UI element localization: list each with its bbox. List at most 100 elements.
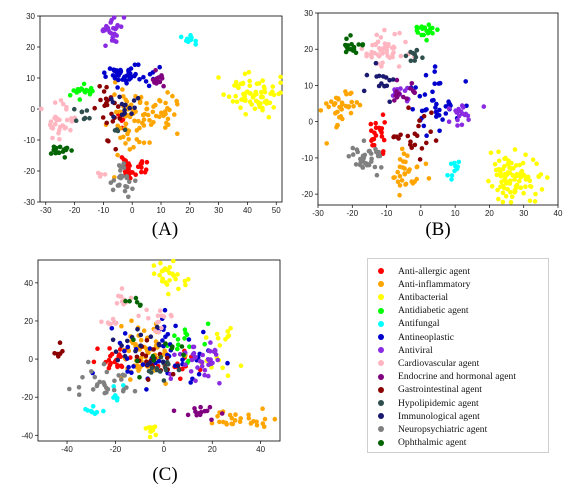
- data-point: [194, 412, 199, 418]
- data-point: [171, 258, 176, 264]
- data-point: [116, 293, 121, 299]
- data-point: [115, 364, 120, 370]
- data-point: [136, 313, 141, 319]
- data-point: [161, 378, 167, 383]
- legend-item: Anti-inflammatory: [378, 277, 470, 291]
- data-point: [107, 66, 113, 71]
- legend-label: Immunological agent: [398, 410, 480, 422]
- data-point: [412, 142, 418, 148]
- x-tick-label: -10: [381, 209, 393, 218]
- data-point: [401, 94, 406, 100]
- data-point: [260, 406, 265, 411]
- data-point: [118, 354, 123, 359]
- legend-marker: [378, 268, 384, 274]
- data-point: [122, 103, 127, 108]
- data-point: [160, 276, 165, 282]
- data-point: [178, 34, 184, 40]
- data-point: [399, 146, 405, 152]
- data-point: [410, 50, 416, 56]
- data-point: [385, 44, 391, 49]
- data-point: [398, 132, 403, 138]
- data-point: [125, 369, 130, 374]
- data-point: [203, 335, 209, 340]
- data-point: [160, 359, 166, 365]
- data-point: [151, 271, 157, 276]
- data-point: [346, 154, 352, 159]
- data-point: [92, 374, 98, 380]
- data-point: [498, 173, 503, 178]
- data-point: [234, 99, 240, 105]
- data-point: [244, 90, 249, 95]
- data-point: [412, 58, 417, 63]
- data-point: [402, 166, 407, 171]
- data-point: [178, 376, 183, 382]
- data-point: [233, 93, 238, 99]
- data-point: [154, 81, 159, 86]
- x-tick-label: -30: [312, 209, 324, 218]
- data-point: [153, 432, 159, 438]
- data-point: [272, 416, 278, 422]
- data-point: [114, 33, 119, 38]
- data-point: [133, 178, 138, 184]
- data-point: [410, 107, 415, 112]
- data-point: [461, 105, 466, 110]
- data-point: [350, 48, 356, 53]
- data-point: [147, 346, 153, 351]
- y-tick-label: 10: [26, 74, 35, 83]
- data-point: [397, 173, 403, 179]
- data-point: [259, 94, 264, 99]
- data-point: [67, 93, 73, 98]
- data-point: [518, 185, 524, 190]
- data-point: [374, 172, 380, 178]
- data-point: [213, 352, 219, 357]
- data-point: [396, 64, 402, 69]
- data-point: [86, 359, 91, 365]
- data-point: [414, 133, 420, 138]
- data-point: [173, 323, 178, 329]
- data-point: [432, 81, 437, 86]
- data-point: [247, 78, 252, 84]
- data-point: [188, 380, 193, 385]
- data-point: [146, 350, 151, 355]
- data-point: [233, 412, 238, 417]
- data-point: [126, 137, 131, 142]
- y-tick-label: 0: [29, 355, 34, 364]
- x-tick-label: 0: [419, 209, 424, 218]
- data-point: [512, 177, 517, 182]
- x-tick-label: 40: [256, 445, 265, 454]
- caption-a: (A): [151, 219, 179, 240]
- data-point: [375, 151, 381, 156]
- data-point: [173, 276, 178, 282]
- data-point: [117, 94, 122, 100]
- data-point: [166, 291, 171, 297]
- data-point: [175, 363, 181, 368]
- data-point: [60, 348, 65, 354]
- data-point: [262, 89, 268, 95]
- data-point: [121, 134, 126, 140]
- data-point: [163, 125, 168, 130]
- data-point: [193, 378, 198, 384]
- data-point: [140, 120, 145, 126]
- data-point: [169, 345, 175, 351]
- data-point: [404, 96, 409, 101]
- data-point: [397, 157, 403, 162]
- data-point: [105, 387, 111, 392]
- data-point: [56, 130, 61, 136]
- data-point: [126, 163, 131, 168]
- data-point: [403, 53, 409, 59]
- data-point: [429, 110, 434, 115]
- scatter-panel-c: -40 -20 0 20 40 -40 -20 0 20 40: [21, 256, 284, 456]
- data-point: [446, 119, 452, 124]
- legend-label: Endocrine and hormonal agent: [398, 371, 517, 383]
- data-point: [97, 174, 103, 179]
- data-point: [195, 365, 200, 370]
- data-point: [360, 165, 366, 170]
- data-point: [144, 307, 149, 313]
- data-point: [121, 15, 127, 20]
- data-point: [134, 354, 140, 360]
- data-point: [119, 343, 124, 348]
- y-tick-label: 20: [24, 317, 33, 326]
- data-point: [114, 25, 119, 31]
- data-point: [246, 412, 251, 418]
- data-point: [415, 25, 421, 31]
